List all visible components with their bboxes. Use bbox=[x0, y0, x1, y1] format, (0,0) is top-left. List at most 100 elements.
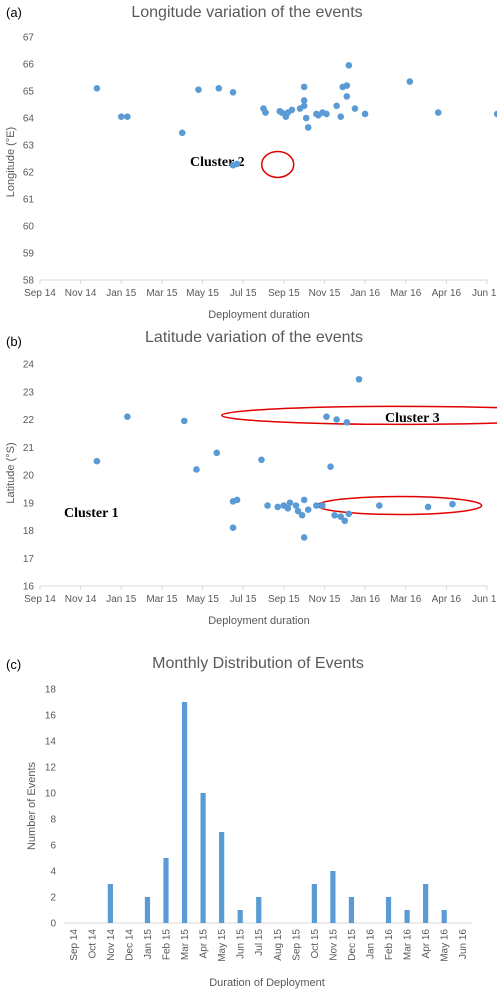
panel-a-ylabel: Longitude (°E) bbox=[5, 127, 17, 197]
data-point bbox=[337, 513, 345, 520]
data-point bbox=[434, 109, 442, 116]
x-tick-label: Sep 15 bbox=[291, 929, 302, 961]
x-tick-label: Feb 16 bbox=[384, 929, 395, 961]
x-tick-label: Oct 14 bbox=[87, 929, 98, 959]
data-point bbox=[229, 524, 237, 532]
data-point bbox=[345, 62, 353, 69]
bar bbox=[144, 897, 151, 923]
data-point bbox=[300, 97, 308, 104]
data-point bbox=[195, 86, 202, 93]
x-tick-label: May 15 bbox=[217, 929, 228, 962]
data-point bbox=[406, 78, 414, 85]
cluster-1-label: Cluster 1 bbox=[64, 506, 119, 521]
panel-a-letter: (a) bbox=[6, 5, 22, 20]
x-tick-label: Nov 15 bbox=[309, 594, 341, 605]
bar bbox=[256, 897, 262, 923]
data-point bbox=[355, 375, 363, 383]
x-tick-label: Nov 15 bbox=[309, 288, 341, 299]
data-point bbox=[493, 110, 497, 118]
x-tick-label: Sep 14 bbox=[69, 929, 80, 961]
y-tick-label: 24 bbox=[23, 360, 35, 371]
bar bbox=[219, 832, 225, 923]
y-tick-label: 4 bbox=[50, 867, 56, 878]
data-point bbox=[284, 505, 292, 512]
y-tick-label: 10 bbox=[45, 789, 57, 800]
x-tick-label: Mar 15 bbox=[146, 594, 178, 605]
data-point bbox=[124, 113, 131, 120]
y-tick-label: 18 bbox=[23, 526, 35, 537]
x-tick-label: Dec 14 bbox=[124, 929, 135, 961]
y-tick-label: 12 bbox=[45, 763, 57, 774]
x-tick-label: Aug 15 bbox=[273, 929, 284, 961]
data-point bbox=[262, 109, 269, 116]
data-point bbox=[304, 506, 312, 513]
data-point bbox=[313, 502, 320, 509]
data-point bbox=[343, 93, 351, 100]
panel-b-title: Latitude variation of the events bbox=[145, 329, 363, 346]
data-point bbox=[233, 160, 241, 168]
data-point bbox=[178, 129, 186, 137]
data-point bbox=[376, 502, 383, 509]
cluster-ellipse bbox=[316, 495, 483, 516]
x-tick-label: Jul 15 bbox=[230, 288, 257, 299]
x-tick-label: Oct 15 bbox=[310, 929, 321, 959]
panel-c-title: Monthly Distribution of Events bbox=[152, 655, 364, 672]
data-point bbox=[351, 105, 359, 112]
y-tick-label: 19 bbox=[23, 498, 35, 509]
x-tick-label: Mar 16 bbox=[390, 288, 422, 299]
x-tick-label: Jan 16 bbox=[350, 594, 380, 605]
data-point bbox=[213, 449, 221, 457]
panel-a-title: Longitude variation of the events bbox=[131, 4, 362, 21]
bar bbox=[163, 858, 169, 923]
data-point bbox=[327, 463, 334, 470]
panel-b-letter: (b) bbox=[6, 334, 22, 349]
bar bbox=[237, 910, 243, 923]
data-point bbox=[288, 106, 296, 114]
x-tick-label: Apr 16 bbox=[421, 929, 432, 959]
data-point bbox=[233, 496, 241, 504]
x-tick-label: Mar 15 bbox=[180, 929, 191, 961]
x-tick-label: Mar 16 bbox=[403, 929, 414, 961]
y-tick-label: 66 bbox=[23, 60, 35, 71]
data-point bbox=[304, 124, 312, 131]
y-tick-label: 67 bbox=[23, 33, 35, 44]
x-tick-label: Jun 16 bbox=[472, 594, 497, 605]
x-tick-label: Jan 15 bbox=[143, 929, 154, 959]
data-point bbox=[323, 110, 330, 118]
x-tick-label: Nov 14 bbox=[106, 929, 117, 961]
y-tick-label: 23 bbox=[23, 387, 35, 398]
x-tick-label: Feb 15 bbox=[162, 929, 173, 961]
data-point bbox=[180, 417, 188, 425]
bar bbox=[107, 884, 113, 923]
data-point bbox=[319, 502, 326, 509]
y-tick-label: 16 bbox=[23, 582, 35, 593]
bar bbox=[404, 910, 410, 923]
panel-b-xlabel: Deployment duration bbox=[208, 615, 310, 627]
x-tick-label: Nov 15 bbox=[328, 929, 339, 961]
panel-c: (c) Monthly Distribution of Events Numbe… bbox=[6, 655, 472, 989]
data-point bbox=[331, 511, 338, 519]
cluster-ellipse bbox=[260, 150, 295, 179]
x-tick-label: Nov 14 bbox=[65, 594, 97, 605]
x-tick-label: Jul 15 bbox=[230, 594, 257, 605]
data-point bbox=[300, 534, 308, 541]
data-point bbox=[300, 496, 308, 504]
data-point bbox=[343, 418, 351, 426]
data-point bbox=[292, 502, 300, 509]
y-tick-label: 2 bbox=[50, 893, 56, 904]
data-point bbox=[278, 109, 286, 116]
data-point bbox=[264, 502, 271, 509]
x-tick-label: Apr 16 bbox=[432, 288, 462, 299]
y-tick-label: 64 bbox=[23, 114, 35, 125]
panel-c-ylabel: Number of Events bbox=[26, 761, 38, 850]
x-tick-label: Jul 15 bbox=[254, 929, 265, 956]
x-tick-label: Apr 16 bbox=[432, 594, 462, 605]
y-tick-label: 21 bbox=[23, 443, 35, 454]
data-point bbox=[274, 503, 282, 511]
bar bbox=[348, 897, 355, 923]
data-point bbox=[300, 83, 308, 91]
x-tick-label: Jan 16 bbox=[350, 288, 380, 299]
y-tick-label: 20 bbox=[23, 471, 35, 482]
data-point bbox=[300, 102, 308, 110]
